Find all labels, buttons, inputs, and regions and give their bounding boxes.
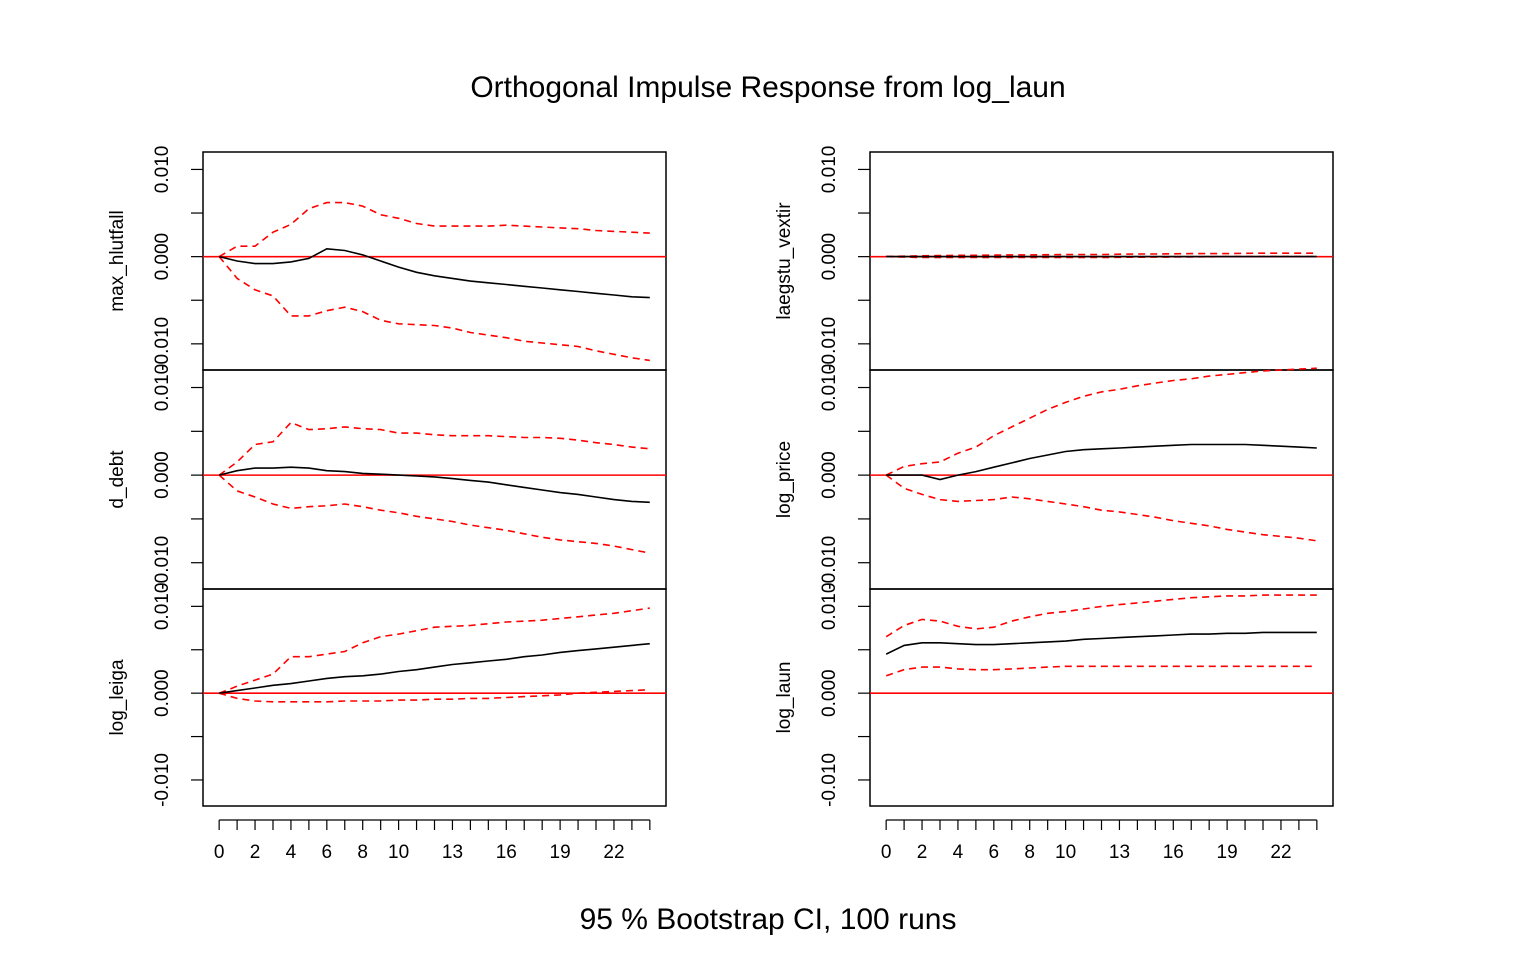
y-tick-label: 0.000 xyxy=(819,669,840,717)
x-tick-label: 13 xyxy=(442,842,463,863)
response-line xyxy=(885,631,1317,655)
panel-log_price: -0.010 0.000 0.010 log_price xyxy=(774,364,1334,590)
x-axis-label: 95 % Bootstrap CI, 100 runs xyxy=(580,903,957,936)
ci-lower-line xyxy=(885,665,1317,677)
ci-lower-line xyxy=(218,256,650,362)
x-tick-label: 8 xyxy=(357,842,368,863)
panel-variable-label: d_debt xyxy=(107,450,128,509)
x-tick-label: 16 xyxy=(496,842,517,863)
y-tick-label: -0.010 xyxy=(152,317,173,371)
panel-variable-label: laegstu_vextir xyxy=(774,202,795,320)
ci-upper-line xyxy=(885,367,1317,476)
x-tick-label: 6 xyxy=(322,842,333,863)
x-tick-label: 10 xyxy=(388,842,409,863)
y-tick-label: 0.000 xyxy=(819,451,840,499)
x-tick-label: 10 xyxy=(1055,842,1076,863)
panel-frame xyxy=(202,588,667,807)
y-tick-label: 0.010 xyxy=(819,583,840,631)
y-tick-label: 0.010 xyxy=(819,364,840,412)
ci-upper-line xyxy=(218,607,650,694)
ci-upper-line xyxy=(885,594,1317,638)
ci-lower-line xyxy=(218,688,650,703)
y-tick-label: 0.000 xyxy=(152,233,173,281)
y-tick-label: 0.010 xyxy=(152,146,173,194)
x-tick-label: 8 xyxy=(1024,842,1035,863)
y-tick-label: -0.010 xyxy=(152,536,173,590)
y-tick-label: 0.010 xyxy=(152,364,173,412)
x-tick-label: 22 xyxy=(603,842,624,863)
x-tick-label: 16 xyxy=(1163,842,1184,863)
x-tick-label: 4 xyxy=(286,842,297,863)
y-tick-label: -0.010 xyxy=(819,536,840,590)
x-tick-label: 0 xyxy=(881,842,892,863)
response-line xyxy=(886,443,1317,481)
chart-title: Orthogonal Impulse Response from log_lau… xyxy=(470,71,1065,104)
panel-log_leiga: -0.010 0.000 0.010 log_leiga 0 2 4 6 8 10 13 16 19 22 xyxy=(107,583,667,863)
panel-variable-label: log_price xyxy=(774,441,795,518)
x-tick-label: 22 xyxy=(1270,842,1291,863)
y-tick-label: 0.000 xyxy=(152,669,173,717)
panel-variable-label: log_laun xyxy=(774,662,795,734)
response-line xyxy=(219,466,650,504)
y-tick-label: -0.010 xyxy=(819,753,840,807)
y-tick-label: -0.010 xyxy=(819,317,840,371)
panel-variable-label: max_hlutfall xyxy=(107,210,128,311)
x-tick-label: 2 xyxy=(917,842,928,863)
panels-layer: -0.010 0.000 0.010 max_hlutfall -0.010 0.000 0… xyxy=(107,146,1334,863)
x-tick-label: 0 xyxy=(214,842,225,863)
y-tick-label: 0.010 xyxy=(819,146,840,194)
x-tick-label: 19 xyxy=(1217,842,1238,863)
ci-lower-line xyxy=(885,474,1317,542)
x-tick-label: 13 xyxy=(1109,842,1130,863)
panel-d_debt: -0.010 0.000 0.010 d_debt xyxy=(107,364,667,590)
x-tick-label: 6 xyxy=(989,842,1000,863)
y-tick-label: 0.000 xyxy=(152,451,173,499)
x-tick-label: 2 xyxy=(250,842,261,863)
x-tick-label: 4 xyxy=(953,842,964,863)
ci-upper-line xyxy=(218,201,650,258)
y-tick-label: 0.000 xyxy=(819,233,840,281)
response-line xyxy=(219,642,650,694)
x-tick-label: 19 xyxy=(550,842,571,863)
response-line xyxy=(219,247,650,299)
panel-log_laun: -0.010 0.000 0.010 log_laun 0 2 4 6 8 10 13 16 19 22 xyxy=(774,583,1334,863)
y-tick-label: 0.010 xyxy=(152,583,173,631)
panel-laegstu_vextir: -0.010 0.000 0.010 laegstu_vextir xyxy=(774,146,1334,371)
y-tick-label: -0.010 xyxy=(152,753,173,807)
panel-frame xyxy=(869,588,1334,807)
panel-variable-label: log_leiga xyxy=(107,659,128,735)
